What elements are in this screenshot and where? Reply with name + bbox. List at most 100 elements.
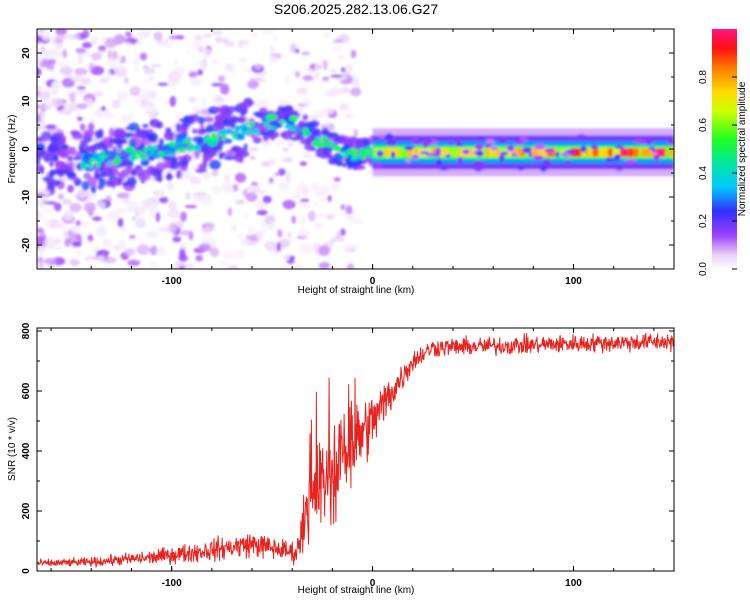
spectral-blob-strong	[232, 133, 238, 140]
carrier-halo	[648, 146, 655, 151]
spectral-noise-blob	[346, 263, 355, 269]
spectral-noise-blob	[150, 63, 162, 68]
spectrogram-frame	[36, 28, 675, 270]
spectral-noise-blob	[193, 195, 200, 202]
spectral-noise-blob	[136, 217, 143, 225]
carrier-core	[496, 148, 501, 157]
spectral-blob	[165, 174, 174, 179]
spectral-blob	[52, 151, 64, 156]
spectral-noise-blob	[50, 98, 64, 108]
spectral-noise-blob	[82, 41, 93, 49]
spectral-blob	[223, 155, 236, 161]
carrier-halo	[633, 138, 646, 143]
spectral-noise-blob	[280, 254, 291, 261]
spectral-blob-strong	[305, 131, 312, 136]
spectral-blob	[252, 136, 262, 144]
spectral-blob	[192, 136, 204, 143]
spectral-blob-strong	[308, 126, 314, 132]
colorbar-tick-label: 0.4	[698, 166, 709, 180]
carrier-core	[483, 148, 487, 157]
spectral-blob	[238, 102, 248, 112]
spectral-noise-blob	[143, 102, 156, 107]
carrier-core	[448, 148, 459, 157]
spectral-noise-blob	[327, 195, 332, 202]
spectral-noise-blob	[118, 239, 127, 250]
spectral-blob	[213, 106, 226, 112]
spectral-noise-blob	[248, 147, 259, 152]
spectral-noise-blob	[40, 103, 52, 111]
spectral-noise-blob	[155, 212, 161, 222]
y-tick-label: 0	[21, 146, 32, 152]
spectral-noise-blob	[98, 50, 105, 54]
carrier-halo	[517, 165, 525, 171]
spectral-noise-blob	[90, 65, 105, 76]
spectral-noise-blob	[69, 202, 82, 213]
spectral-noise-blob	[192, 41, 204, 50]
y-tick-label: 10	[21, 95, 32, 107]
spectral-blob	[94, 129, 102, 140]
spectral-noise-blob	[203, 171, 211, 180]
spectral-blob	[42, 176, 51, 182]
spectral-blob	[102, 167, 114, 177]
carrier-core	[612, 148, 620, 157]
spectral-noise-blob	[96, 201, 106, 209]
carrier-halo	[580, 145, 587, 153]
spectral-blob-strong	[106, 161, 112, 166]
spectral-noise-blob	[198, 60, 208, 69]
spectral-blob	[243, 143, 248, 152]
spectral-noise-blob	[227, 265, 239, 269]
spectral-blob	[158, 138, 164, 147]
spectral-noise-blob	[106, 70, 112, 80]
spectral-noise-blob	[236, 234, 244, 239]
chart-title: S206.2025.282.13.06.G27	[274, 1, 438, 17]
spectral-noise-blob	[79, 123, 86, 132]
spectral-noise-blob	[329, 237, 336, 244]
carrier-core	[541, 148, 547, 157]
spectral-noise-blob	[261, 161, 272, 167]
carrier-halo	[490, 145, 498, 152]
spectral-noise-blob	[54, 34, 66, 41]
spectral-noise-blob	[345, 64, 353, 74]
spectral-blob	[122, 181, 128, 187]
carrier-halo	[652, 154, 660, 161]
spectral-noise-blob	[256, 209, 268, 216]
spectral-noise-blob	[69, 92, 76, 103]
spectral-blob	[126, 176, 137, 187]
colorbar: 0.0 0.2 0.4 0.6 0.8 Normalized spectral ampl…	[698, 29, 748, 276]
spectral-noise-blob	[247, 70, 252, 74]
colorbar-tick-label: 0.2	[698, 214, 709, 228]
spectral-noise-blob	[128, 110, 133, 122]
spectral-blob-strong	[278, 120, 287, 124]
spectral-noise-blob	[309, 117, 319, 122]
spectral-noise-blob	[37, 224, 42, 229]
spectral-blob	[235, 146, 245, 156]
spectral-noise-blob	[149, 76, 154, 81]
spectral-noise-blob	[282, 199, 296, 210]
carrier-halo	[605, 157, 615, 163]
y-tick-label: 600	[21, 382, 32, 399]
spectral-blob	[289, 136, 301, 141]
carrier-core	[506, 148, 513, 157]
spectral-noise-blob	[353, 128, 358, 137]
spectral-blob	[146, 165, 157, 176]
spectral-blob	[154, 176, 162, 182]
spectral-blob	[337, 137, 347, 145]
spectral-blob-strong	[359, 155, 366, 160]
spectral-noise-blob	[111, 64, 126, 70]
spectral-noise-blob	[246, 184, 261, 194]
spectral-noise-blob	[157, 227, 170, 232]
spectral-noise-blob	[209, 247, 220, 258]
carrier-halo	[473, 165, 484, 172]
spectral-noise-blob	[354, 83, 361, 88]
x-tick-label: 0	[370, 578, 376, 589]
spectral-blob-strong	[295, 127, 301, 133]
spectral-noise-blob	[323, 121, 330, 126]
spectral-noise-blob	[37, 216, 46, 220]
spectral-blob	[216, 121, 225, 130]
spectral-noise-blob	[340, 204, 346, 211]
spectral-noise-blob	[179, 230, 191, 236]
spectral-noise-blob	[112, 50, 118, 61]
carrier-halo	[461, 149, 471, 155]
spectral-blob	[67, 156, 74, 162]
